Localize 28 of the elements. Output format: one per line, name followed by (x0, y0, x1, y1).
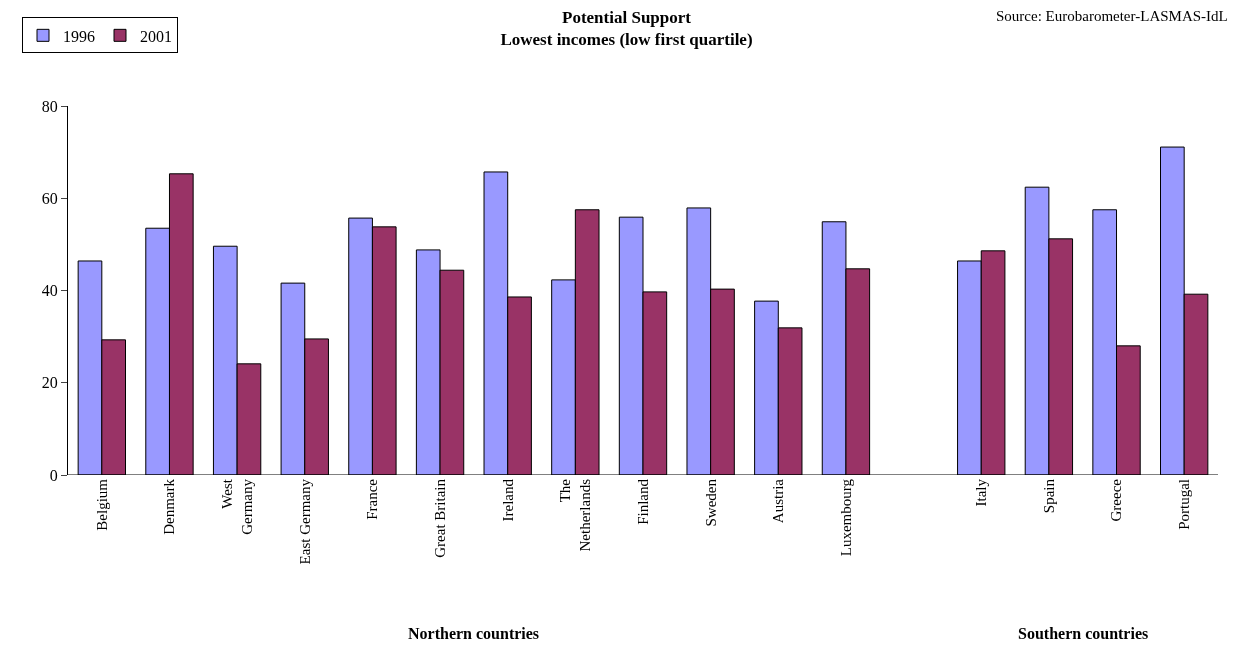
x-tick-label: Spain (1040, 478, 1057, 514)
chart-subtitle: Lowest incomes (low first quartile) (500, 30, 753, 50)
x-tick-label: Denmark (161, 478, 178, 535)
y-tick-label: 60 (41, 189, 58, 207)
legend-label: 1996 (63, 27, 95, 45)
x-tick-label: The Netherlands (557, 478, 593, 552)
x-tick-label: Sweden (702, 478, 719, 527)
x-tick-label: East Germany (296, 478, 313, 565)
x-tick-label: Greece (1108, 478, 1125, 522)
text: Northern countries (408, 625, 540, 642)
x-tick-label: France (364, 478, 381, 520)
y-tick-label: 20 (41, 374, 58, 392)
text: Southern countries (1018, 625, 1149, 642)
x-tick-label: Belgium (93, 478, 110, 531)
y-tick-label: 80 (41, 97, 58, 115)
source-note: Source: Eurobarometer-LASMAS-IdL (996, 8, 1228, 24)
x-tick-label: West Germany (219, 478, 255, 535)
x-tick-label: Austria (770, 478, 787, 524)
y-tick-label: 40 (41, 282, 58, 300)
x-tick-label: Italy (973, 478, 990, 507)
x-tick-label: Ireland (499, 478, 516, 522)
x-tick-label: Great Britain (431, 478, 448, 558)
y-tick-label: 0 (49, 466, 58, 484)
x-tick-label: Finland (634, 478, 651, 525)
x-tick-label: Portugal (1176, 479, 1193, 530)
x-tick-label: Luxembourg (837, 478, 854, 557)
legend-label: 2001 (140, 27, 172, 45)
chart-title: Potential Support (562, 8, 692, 27)
